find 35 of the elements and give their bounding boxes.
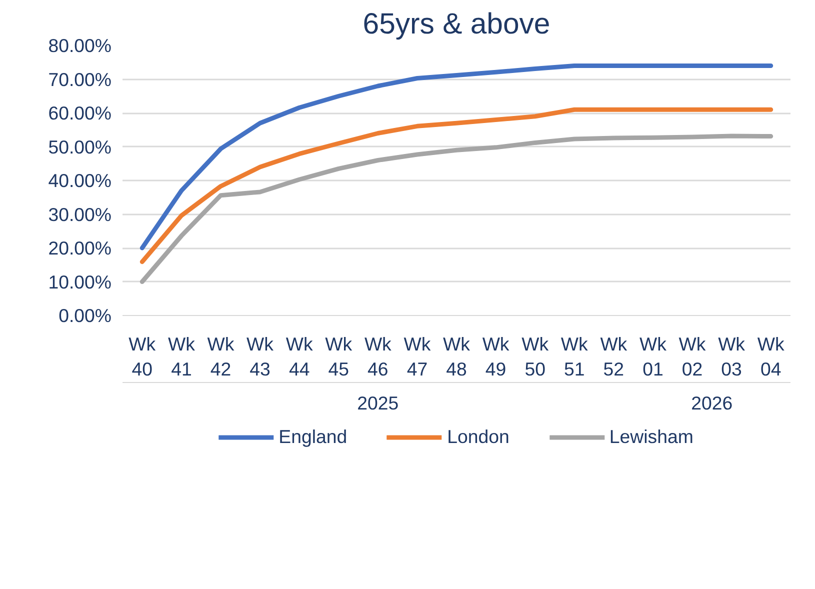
y-tick-label: 10.00% [48, 271, 112, 292]
legend-label: England [278, 426, 348, 448]
y-tick-label: 30.00% [48, 204, 112, 225]
x-tick-label: Wk 44 [286, 334, 314, 380]
x-tick-label: Wk 40 [128, 334, 156, 380]
text: 2025 [357, 392, 399, 414]
x-tick-label: Wk 01 [640, 334, 668, 380]
x-tick-label: Wk 46 [364, 334, 392, 380]
line-series [140, 107, 774, 264]
legend-label: Lewisham [609, 426, 694, 448]
x-tick-label: Wk 47 [404, 334, 432, 380]
x-tick-label: Wk 42 [207, 334, 235, 380]
x-tick-label: Wk 45 [325, 334, 353, 380]
x-tick-label: Wk 48 [443, 334, 471, 380]
y-tick-label: 60.00% [48, 102, 112, 124]
line-series [140, 64, 774, 250]
x-tick-label: Wk 51 [560, 334, 589, 380]
x-tick-label: Wk 41 [168, 334, 196, 380]
x-tick-label: Wk 52 [600, 334, 628, 380]
y-tick-label: 70.00% [48, 68, 112, 90]
y-tick-label: 80.00% [48, 35, 112, 56]
x-tick-label: Wk 02 [678, 334, 706, 380]
x-tick-label: Wk 03 [718, 334, 746, 380]
x-tick-label: Wk 50 [522, 334, 550, 380]
y-tick-label: 40.00% [48, 170, 112, 191]
y-tick-label: 20.00% [48, 238, 112, 258]
x-tick-label: Wk 04 [757, 334, 785, 380]
y-tick-label: 0.00% [58, 305, 112, 326]
legend-label: London [447, 426, 510, 448]
x-tick-label: Wk 43 [246, 334, 274, 380]
text: 2026 [691, 392, 733, 414]
chart-title: 65yrs & above [362, 8, 550, 40]
line-series [140, 134, 774, 284]
y-tick-label: 50.00% [48, 136, 112, 158]
x-tick-label: Wk 49 [482, 334, 510, 380]
